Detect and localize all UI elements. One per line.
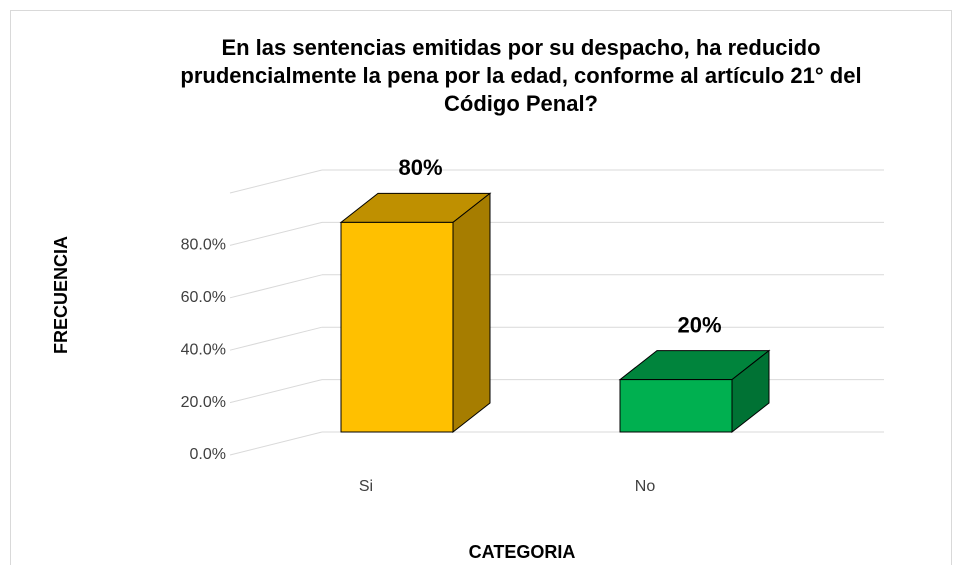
- grid-line: [229, 379, 323, 404]
- x-axis-label: CATEGORIA: [469, 542, 576, 562]
- chart-border: [10, 10, 952, 570]
- y-axis-label: FRECUENCIA: [51, 236, 71, 354]
- grid-line: [229, 431, 323, 456]
- y-tick-label: 20.0%: [181, 394, 226, 411]
- data-label: 20%: [677, 312, 721, 337]
- x-tick-label: No: [635, 478, 656, 495]
- grid-line: [229, 169, 323, 194]
- bar: [619, 379, 733, 433]
- y-tick-label: 80.0%: [181, 237, 226, 254]
- chart-title: En las sentencias emitidas por su despac…: [180, 35, 862, 116]
- y-tick-label: 0.0%: [190, 446, 226, 463]
- y-tick-label: 60.0%: [181, 289, 226, 306]
- x-tick-label: Si: [359, 478, 373, 495]
- grid-line: [229, 221, 323, 246]
- grid-line: [229, 326, 323, 351]
- bar-side: [452, 192, 491, 434]
- bar: [340, 221, 454, 433]
- grid-line: [229, 274, 323, 299]
- y-tick-label: 40.0%: [181, 341, 226, 358]
- data-label: 80%: [398, 155, 442, 180]
